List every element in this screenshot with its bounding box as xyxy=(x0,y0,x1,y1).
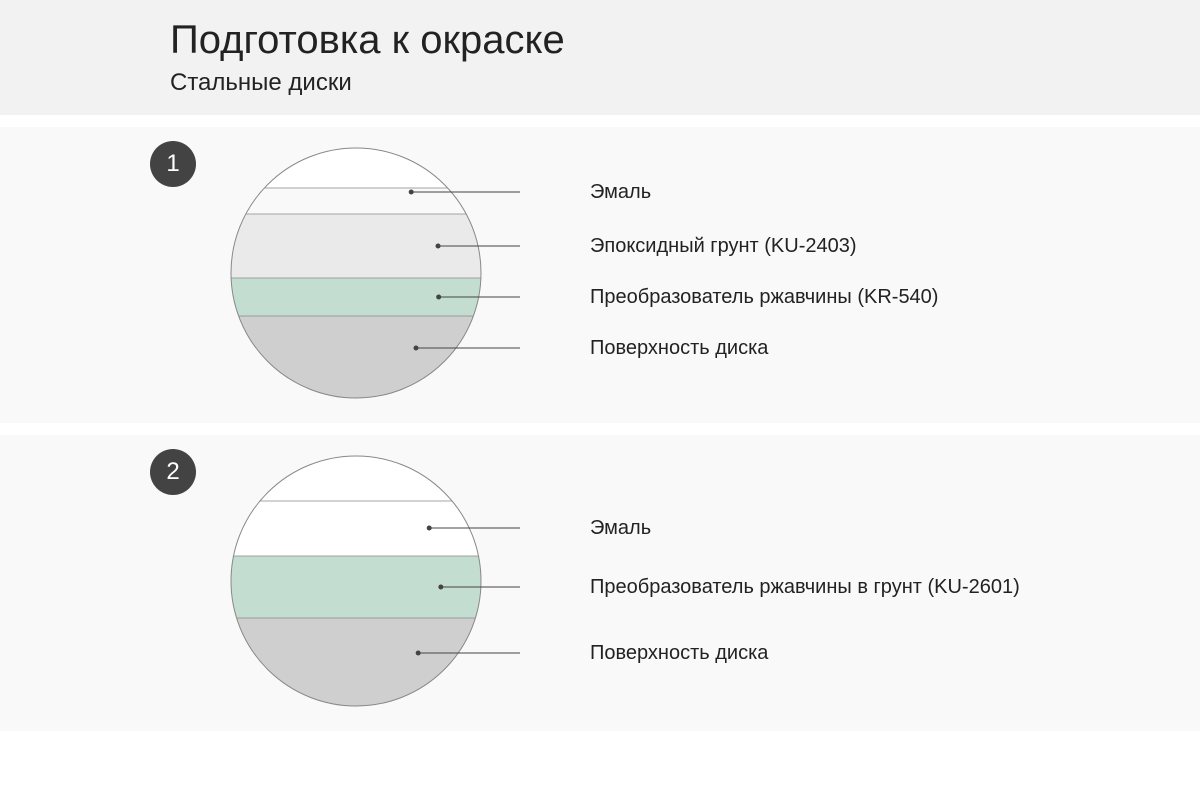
layer-label: Поверхность диска xyxy=(590,640,768,666)
labels-column: Эмаль Преобразователь ржавчины в грунт (K… xyxy=(590,455,1040,707)
sections-container: 1 Эмаль Эпоксидный грунт (KU-2403) Преобраз… xyxy=(0,127,1200,731)
diagram-section: 2 Эмаль Преобразователь ржавчины в грунт (… xyxy=(0,435,1200,731)
leader-dot xyxy=(427,526,432,531)
layer-label-text: Эпоксидный грунт (KU-2403) xyxy=(590,233,857,259)
layer-label: Преобразователь ржавчины в грунт (KU-260… xyxy=(590,574,1020,600)
layer-label: Эпоксидный грунт (KU-2403) xyxy=(590,233,857,259)
leader-dot xyxy=(409,190,414,195)
leader-dot xyxy=(414,346,419,351)
layer-label-text: Преобразователь ржавчины в грунт (KU-260… xyxy=(590,574,1020,600)
layer-label-text: Эмаль xyxy=(590,179,651,205)
layer-band xyxy=(230,316,482,398)
step-badge: 2 xyxy=(150,449,196,495)
layer-band xyxy=(230,456,482,501)
layer-label: Поверхность диска xyxy=(590,335,768,361)
layer-label: Преобразователь ржавчины (KR-540) xyxy=(590,284,938,310)
leader-dot xyxy=(436,295,441,300)
diagram-wrapper xyxy=(230,147,530,399)
layer-label-text: Поверхность диска xyxy=(590,640,768,666)
layer-circle-diagram xyxy=(230,147,530,399)
diagram-section: 1 Эмаль Эпоксидный грунт (KU-2403) Преобраз… xyxy=(0,127,1200,423)
page-subtitle: Стальные диски xyxy=(170,69,1200,97)
header-area: Подготовка к окраске Стальные диски xyxy=(0,0,1200,115)
leader-dot xyxy=(436,244,441,249)
leader-dot xyxy=(416,651,421,656)
page-title: Подготовка к окраске xyxy=(170,18,1200,63)
layer-label-text: Эмаль xyxy=(590,515,651,541)
layer-label-text: Преобразователь ржавчины (KR-540) xyxy=(590,284,938,310)
layer-circle-diagram xyxy=(230,455,530,707)
labels-column: Эмаль Эпоксидный грунт (KU-2403) Преобразо… xyxy=(590,147,1040,399)
step-badge: 1 xyxy=(150,141,196,187)
diagram-wrapper xyxy=(230,455,530,707)
layer-label: Эмаль xyxy=(590,515,651,541)
layer-label: Эмаль xyxy=(590,179,651,205)
layer-band xyxy=(230,148,482,188)
leader-dot xyxy=(438,585,443,590)
layer-label-text: Поверхность диска xyxy=(590,335,768,361)
layer-band xyxy=(230,618,482,706)
